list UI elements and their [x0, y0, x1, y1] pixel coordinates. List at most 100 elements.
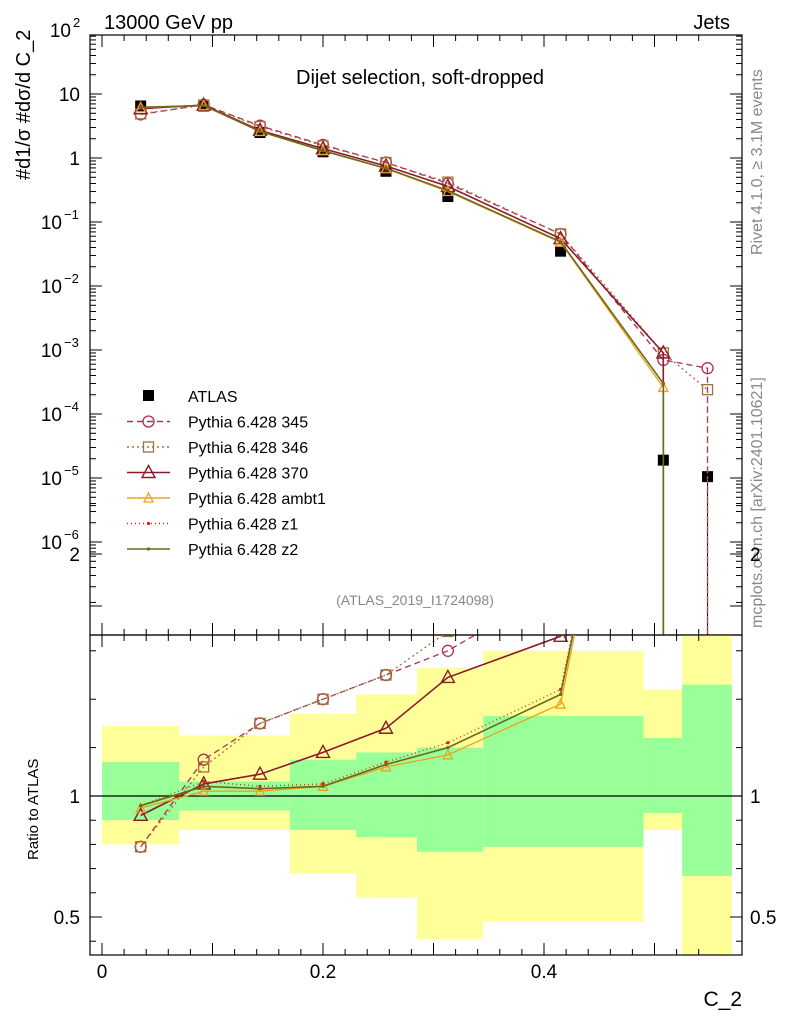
series-line-z2	[140, 104, 665, 635]
main-y-tick-label: 10	[41, 341, 62, 362]
legend-label-p345: Pythia 6.428 345	[188, 415, 308, 432]
ratio-band-inner	[483, 716, 644, 847]
legend-item-z1: Pythia 6.428 z1	[127, 517, 298, 534]
ratio-point-p370	[315, 743, 331, 759]
ratio-point-z1	[384, 760, 388, 764]
data-point	[442, 191, 454, 203]
ratio-point-p346	[135, 841, 147, 853]
point-p346	[701, 384, 714, 396]
main-y-tick-exponent: 2	[73, 15, 80, 30]
point-z2	[446, 188, 450, 193]
ratio-point-z2	[446, 746, 450, 750]
ratio-y-tick-label-right: 0.5	[750, 908, 776, 929]
ratio-point-p346	[442, 635, 454, 638]
legend-item-z2: Pythia 6.428 z2	[127, 542, 298, 559]
point-z2	[202, 103, 206, 108]
ratio-point-ambt1	[135, 801, 147, 813]
ratio-y-tick-label: 1	[69, 787, 80, 808]
ratio-point-p370	[132, 806, 149, 822]
legend-item-ambt1: Pythia 6.428 ambt1	[127, 491, 326, 508]
series-z2	[139, 103, 665, 635]
ratio-point-p346	[380, 669, 392, 681]
ratio-point-ambt1	[198, 784, 210, 796]
data-point	[555, 245, 567, 257]
main-y-tick-exponent: −5	[64, 463, 79, 478]
ratio-point-p370	[195, 775, 212, 790]
ratio-point-z2	[558, 692, 563, 696]
ratio-band-inner	[416, 747, 484, 852]
ratio-y-tick-label: 0.5	[54, 908, 80, 929]
ratio-point-z2	[258, 787, 262, 791]
ratio-point-z1	[321, 782, 325, 786]
main-y-axis-label: #d1/σ #dσ/d C_2	[13, 30, 35, 180]
legend-marker-z2	[146, 547, 151, 551]
point-z2	[139, 105, 143, 109]
ratio-y-axis-label: Ratio to ATLAS	[25, 759, 42, 860]
point-p370	[315, 140, 331, 155]
legend-marker-p346	[142, 441, 155, 453]
x-tick-label: 0.2	[310, 962, 336, 983]
main-y-tick-label: 10	[41, 405, 62, 426]
legend-item-p346: Pythia 6.428 346	[127, 440, 308, 457]
ratio-band-inner	[289, 759, 357, 830]
main-y-tick-label: 10	[41, 469, 62, 490]
ratio-series-z2	[139, 635, 574, 808]
series-ambt1	[135, 99, 669, 635]
ratio-point-z2	[321, 784, 325, 788]
legend-label-z2: Pythia 6.428 z2	[188, 542, 298, 559]
ratio-point-ambt1	[555, 697, 567, 709]
ratio-series-p346	[135, 635, 454, 853]
rivet-version-label: Rivet 4.1.0, ≥ 3.1M events	[749, 69, 766, 255]
point-ambt1	[555, 235, 567, 248]
analysis-label: (ATLAS_2019_I1724098)	[336, 592, 494, 608]
ratio-point-p370	[378, 719, 394, 734]
x-tick-label: 0.4	[531, 962, 558, 983]
series-line-p346	[140, 104, 709, 635]
main-y-tick-exponent: −4	[64, 399, 79, 414]
series-line-p345	[140, 104, 709, 635]
series-p370	[132, 96, 672, 635]
series-z1	[139, 103, 665, 635]
legend-label-p370: Pythia 6.428 370	[188, 466, 308, 483]
main-y-tick-label: 10	[50, 21, 71, 42]
legend-label-data: ATLAS	[188, 389, 238, 406]
series-line-ambt1	[140, 104, 664, 635]
main-y-tick-exponent: −6	[64, 527, 79, 542]
ratio-point-p346	[254, 717, 266, 730]
ratio-point-ambt1	[254, 784, 266, 796]
main-y-tick-label: 10	[59, 85, 80, 106]
ratio-line-z1	[140, 635, 573, 807]
main-y-tick-label: 10	[41, 533, 62, 554]
main-series-group	[132, 96, 714, 635]
legend-label-p346: Pythia 6.428 346	[188, 440, 308, 457]
ratio-point-p370	[552, 635, 569, 642]
point-p345	[701, 362, 714, 375]
ratio-y-tick-label-right: 1	[750, 787, 761, 808]
main-y-tick-label: 10	[41, 213, 62, 234]
point-z2	[384, 166, 388, 170]
ratio-line-ambt1	[140, 635, 576, 809]
main-y-tick-exponent: −1	[64, 207, 79, 222]
energy-label: 13000 GeV pp	[104, 12, 233, 34]
main-y-tick-exponent: −3	[64, 335, 79, 350]
legend-item-p345: Pythia 6.428 345	[127, 415, 308, 432]
ratio-point-p345	[441, 644, 455, 657]
x-axis-label: C_2	[703, 988, 742, 1011]
ratio-series-ambt1	[135, 635, 576, 813]
series-p345	[134, 98, 714, 635]
legend-label-ambt1: Pythia 6.428 ambt1	[188, 491, 326, 508]
x-tick-label: 0	[97, 962, 108, 983]
main-y-tick-label: 1	[69, 149, 80, 170]
series-line-z1	[140, 104, 664, 635]
series-line-p370	[140, 104, 665, 635]
point-z2	[321, 149, 325, 153]
ratio-band-inner	[643, 737, 683, 813]
ratio-point-ambt1	[380, 760, 392, 772]
ratio-point-z1	[446, 741, 450, 745]
ratio-point-p370	[252, 765, 268, 780]
point-z2	[558, 240, 563, 244]
ratio-series-group	[132, 635, 576, 853]
legend-marker-p370	[140, 464, 157, 479]
ratio-point-p346	[317, 693, 329, 705]
ratio-y-tick-label-right: 2	[750, 545, 761, 566]
